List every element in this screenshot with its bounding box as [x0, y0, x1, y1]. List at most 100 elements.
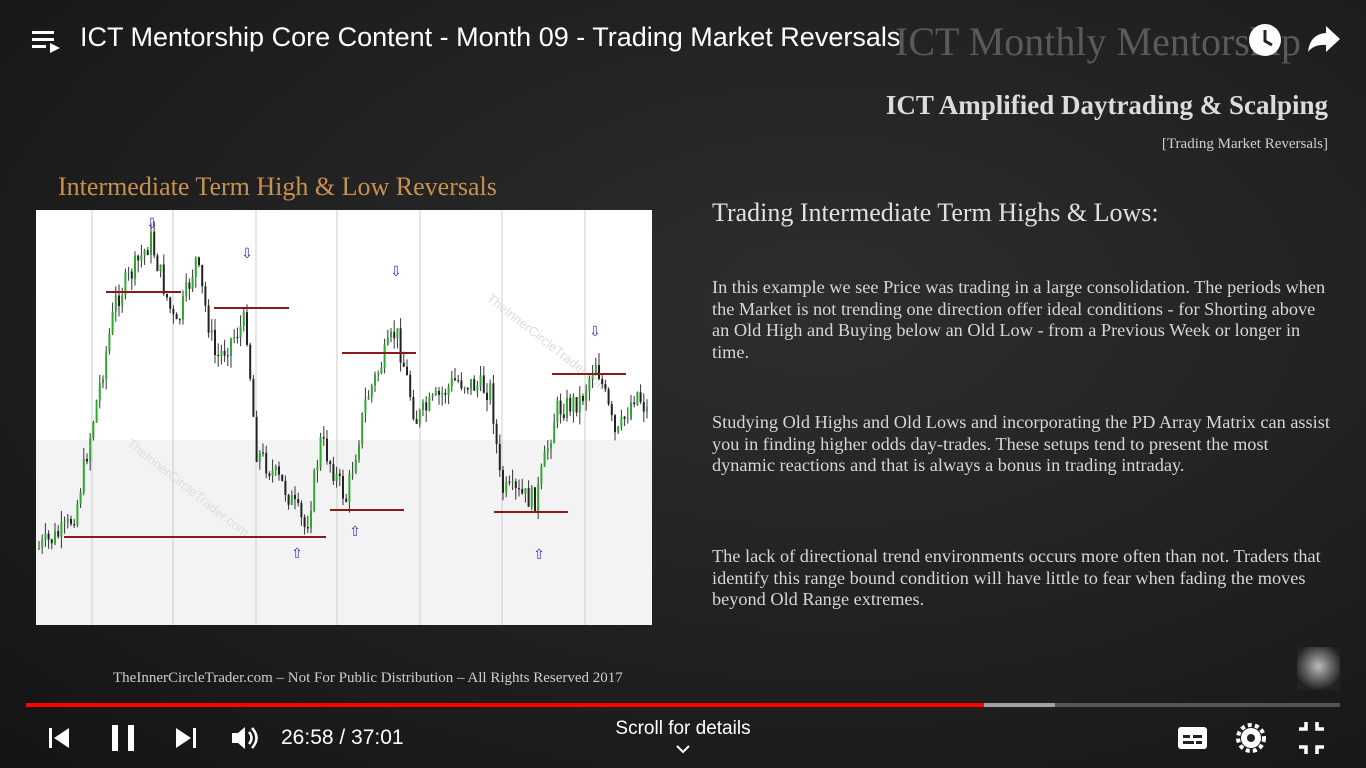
candle-body: [239, 325, 242, 338]
chart-image: TheInnerCircleTrader.com TheInnerCircleT…: [36, 210, 652, 625]
channel-avatar[interactable]: [1297, 647, 1340, 690]
candle-body: [114, 295, 117, 312]
candle-body: [236, 337, 239, 339]
playlist-icon[interactable]: [32, 31, 60, 53]
candle-body: [425, 402, 428, 411]
candle-body: [578, 396, 581, 413]
volume-button[interactable]: [232, 727, 258, 749]
candle-body: [223, 350, 226, 356]
candle-body: [335, 473, 338, 481]
candle-body: [642, 401, 645, 412]
candle-body: [306, 527, 309, 529]
candle-body: [601, 378, 604, 385]
candle-body: [121, 295, 124, 307]
candle-body: [140, 255, 143, 261]
paragraph: The lack of directional trend environmen…: [712, 546, 1321, 610]
candle-body: [447, 386, 450, 395]
candle-body: [399, 328, 402, 363]
candle-body: [396, 328, 399, 339]
candle-body: [210, 329, 213, 333]
slide-watermark: ICT Monthly Mentorship: [895, 19, 1301, 64]
slide-heading: ICT Amplified Daytrading & Scalping: [885, 90, 1328, 120]
arrow-marker: ⇧: [533, 547, 545, 563]
candle-body: [598, 365, 600, 379]
candle-body: [630, 402, 632, 419]
candle-body: [450, 378, 453, 387]
candle-body: [575, 397, 578, 413]
candle-body: [127, 271, 130, 273]
candle-body: [226, 355, 229, 357]
pause-button[interactable]: [112, 725, 134, 751]
exit-fullscreen-button[interactable]: [1299, 722, 1324, 754]
candle-body: [326, 438, 328, 462]
candle-body: [92, 422, 95, 438]
candle-body: [271, 470, 274, 476]
arrow-marker: ⇧: [349, 524, 361, 540]
candle-body: [246, 312, 248, 345]
share-icon[interactable]: [1308, 26, 1340, 52]
candle-body: [258, 452, 261, 462]
captions-button[interactable]: [1178, 727, 1207, 749]
candle-body: [73, 524, 76, 526]
arrow-marker: ⇩: [589, 324, 601, 340]
candle-body: [546, 448, 549, 452]
candle-body: [188, 282, 191, 289]
candle-body: [566, 397, 568, 419]
candle-body: [524, 488, 527, 494]
candle-body: [143, 250, 146, 256]
video-title[interactable]: ICT Mentorship Core Content - Month 09 -…: [80, 22, 901, 52]
candle-body: [105, 351, 108, 380]
candle-body: [492, 383, 495, 424]
chevron[interactable]: [676, 745, 690, 754]
candle-body: [412, 397, 415, 420]
slide-footer: TheInnerCircleTrader.com – Not For Publi…: [113, 670, 623, 686]
candle-body: [374, 374, 376, 386]
candle-body: [604, 384, 607, 390]
candle-body: [172, 308, 175, 315]
candle-body: [281, 474, 284, 481]
candle-body: [393, 331, 396, 339]
candle-body: [124, 272, 127, 296]
candle-body: [194, 257, 197, 278]
scroll-hint[interactable]: Scroll for details: [615, 718, 751, 739]
candle-body: [166, 294, 168, 298]
candle-body: [543, 451, 546, 467]
candle-body: [278, 466, 280, 475]
candle-body: [274, 466, 277, 471]
candle-body: [386, 337, 389, 345]
candle-body: [518, 488, 520, 490]
watch-later-icon[interactable]: [1249, 24, 1281, 56]
candle-body: [146, 250, 149, 255]
candle-body: [380, 367, 383, 374]
candle-body: [402, 362, 405, 367]
candle-body: [342, 476, 344, 499]
chart-title: Intermediate Term High & Low Reversals: [58, 172, 497, 201]
candle-body: [383, 344, 386, 368]
candle-body: [198, 257, 200, 265]
candle-body: [537, 483, 540, 512]
candle-body: [214, 329, 216, 355]
candle-body: [89, 437, 92, 462]
candle-body: [428, 396, 431, 411]
progress-played[interactable]: [26, 703, 984, 707]
candle-body: [626, 418, 629, 420]
candle-body: [303, 517, 306, 528]
previous-button[interactable]: [49, 728, 69, 748]
arrow-marker: ⇩: [390, 264, 402, 280]
candle-body: [118, 295, 120, 307]
candle-body: [505, 481, 508, 493]
next-button[interactable]: [176, 728, 196, 748]
candle-body: [351, 473, 354, 475]
candle-body: [441, 392, 444, 395]
settings-button[interactable]: [1236, 723, 1266, 753]
candle-body: [582, 396, 584, 401]
candle-body: [162, 264, 165, 295]
candle-body: [422, 402, 424, 411]
candle-body: [639, 392, 642, 402]
candle-body: [169, 297, 172, 309]
candle-body: [438, 390, 440, 395]
candle-body: [476, 386, 479, 391]
candle-body: [63, 521, 66, 523]
candle-body: [300, 503, 303, 518]
